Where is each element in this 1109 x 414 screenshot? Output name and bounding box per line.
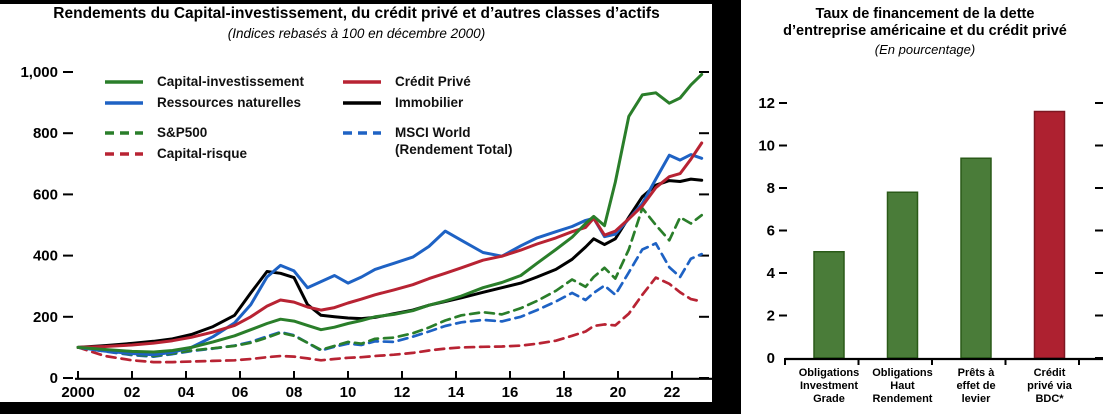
- legend-label: Ressources naturelles: [157, 95, 302, 110]
- y-tick-label: 1,000: [20, 64, 58, 81]
- y-tick-label: 10: [758, 138, 775, 155]
- x-tick-label: 18: [556, 384, 573, 401]
- legend-item-s-p500: S&P500: [104, 124, 304, 141]
- series-line-capital-investissement: [76, 72, 704, 354]
- bar-credit-prive-via-bdc: [1033, 110, 1066, 359]
- legend-swatch-capital-risque: [105, 152, 143, 156]
- y-tick-label: 4: [767, 265, 776, 282]
- x-tick-label: 10: [340, 384, 357, 401]
- y-tick-label: 8: [767, 180, 775, 197]
- legend-label: MSCI World (Rendement Total): [395, 125, 513, 157]
- x-tick-label: 08: [286, 384, 303, 401]
- bar-label-obligations-investment-grade: Obligations Investment Grade: [798, 367, 860, 405]
- legend-swatch-msci-world: [343, 131, 381, 135]
- x-tick-label: 22: [664, 384, 681, 401]
- legend-swatch-s-p500: [105, 131, 143, 135]
- bar-obligations-investment-grade: [813, 251, 845, 359]
- y-tick-label: 400: [33, 248, 58, 265]
- legend-item-ressources-naturelles: Ressources naturelles: [104, 94, 304, 111]
- legend-item-immobilier: Immobilier: [342, 94, 513, 111]
- bar-chart: 0 2 4 6 8 10 12: [758, 95, 1103, 367]
- x-tick-label: 2000: [61, 384, 94, 401]
- legend-label: Immobilier: [395, 95, 464, 110]
- y-tick-label: 200: [33, 309, 58, 326]
- legend-item-credit-prive: Crédit Privé: [342, 73, 513, 90]
- x-tick-label: 20: [610, 384, 627, 401]
- y-tick-label: 0: [50, 370, 58, 387]
- legend-swatch-capital-investissement: [105, 80, 143, 84]
- x-tick-label: 02: [124, 384, 141, 401]
- right-chart-title-line2: d’entreprise américaine et du crédit pri…: [783, 23, 1067, 39]
- legend-column-2: Crédit Privé Immobilier MSCI World (Rendeme…: [342, 73, 513, 162]
- y-tick-label: 2: [767, 308, 775, 325]
- x-tick-label: 12: [394, 384, 411, 401]
- legend-label: Crédit Privé: [395, 74, 471, 89]
- series-line-s-p500: [76, 206, 704, 358]
- bar-label-credit-prive-via-bdc: Crédit privé via BDC*: [1027, 367, 1072, 405]
- left-chart-title: Rendements du Capital-investissement, du…: [53, 5, 660, 22]
- legend-swatch-immobilier: [343, 101, 381, 105]
- series-line-ressources-naturelles: [76, 153, 704, 357]
- x-tick-label: 04: [178, 384, 195, 401]
- bar-obligations-haut-rendement: [886, 191, 919, 359]
- line-chart-panel: 0 200 400 600 800 1,000 2000 02 04 06 08 10 12 14 16 18…: [20, 5, 712, 401]
- x-tick-label: 16: [502, 384, 519, 401]
- panel-divider-band: [712, 0, 742, 414]
- legend-item-capital-risque: Capital-risque: [104, 145, 304, 162]
- legend-column-1: Capital-investissement Ressources naturel…: [104, 73, 304, 166]
- line-chart: 0 200 400 600 800 1,000 2000 02 04 06 08 10 12 14 16 18…: [20, 64, 712, 401]
- y-tick-label: 12: [758, 95, 775, 112]
- series-line-capital-risque: [76, 276, 704, 364]
- legend-label: Capital-investissement: [157, 74, 305, 89]
- y-tick-label: 600: [33, 186, 58, 203]
- y-tick-label: 800: [33, 125, 58, 142]
- x-tick-label: 06: [232, 384, 249, 401]
- left-image-bottom-border: [0, 402, 752, 414]
- series-line-credit-prive: [76, 141, 704, 349]
- legend-label: S&P500: [157, 125, 208, 140]
- legend-swatch-ressources-naturelles: [105, 101, 143, 105]
- y-tick-label: 6: [767, 223, 775, 240]
- left-image-top-border: [0, 0, 741, 4]
- legend-item-msci-world: MSCI World (Rendement Total): [342, 124, 513, 158]
- series-line-msci-world-rendement-total: [76, 242, 704, 358]
- right-chart-subtitle: (En pourcentage): [874, 42, 976, 57]
- bar-label-prets-a-effet-de-levier: Prêts à effet de levier: [956, 367, 996, 405]
- bar-chart-panel: 0 2 4 6 8 10 12 Taux de financement de la dett…: [741, 0, 1109, 414]
- bar-prets-a-effet-de-levier: [960, 157, 992, 359]
- legend-swatch-credit-prive: [343, 80, 381, 84]
- legend-label: Capital-risque: [157, 146, 248, 161]
- left-chart-subtitle: (Indices rebasés à 100 en décembre 2000): [227, 26, 486, 41]
- legend-item-capital-investissement: Capital-investissement: [104, 73, 304, 90]
- y-tick-label: 0: [767, 350, 775, 367]
- bar-label-obligations-haut-rendement: Obligations Haut Rendement: [872, 367, 933, 405]
- right-chart-title-line1: Taux de financement de la dette: [815, 6, 1035, 22]
- x-tick-label: 14: [448, 384, 465, 401]
